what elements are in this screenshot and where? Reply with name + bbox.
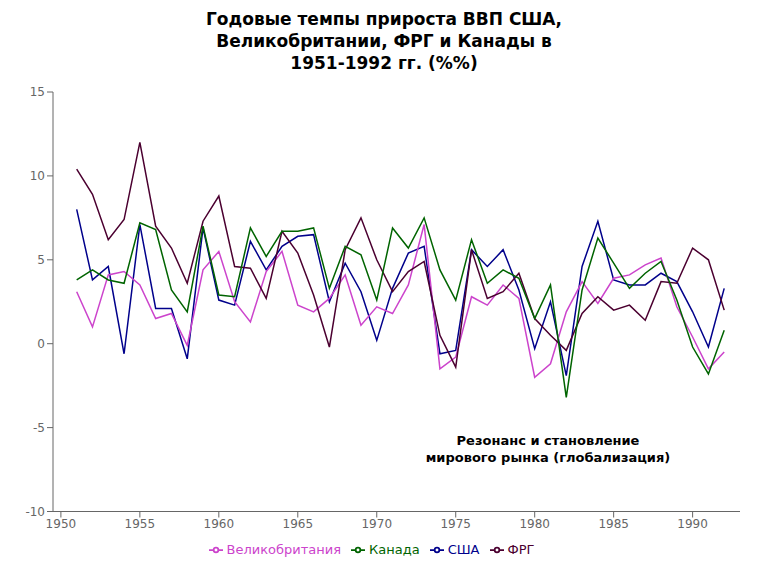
svg-text:1980: 1980 [519,517,550,531]
svg-text:-5: -5 [33,421,45,435]
svg-text:1960: 1960 [204,517,235,531]
svg-text:1955: 1955 [125,517,156,531]
svg-text:-10: -10 [25,505,45,519]
html-text:Годовые темпы прироста ВВП США: Годовые темпы прироста ВВП США, Великобр… [206,9,562,73]
html-text:Великобритания: Великобритания [226,541,341,557]
svg-text:1990: 1990 [677,517,708,531]
html-text:Резонанс и становление мировог: Резонанс и становление мирового рынка (г… [425,433,671,465]
svg-text:10: 10 [30,169,45,183]
svg-text:1975: 1975 [440,517,471,531]
svg-text:0: 0 [37,337,45,351]
html-text:Канада: Канада [369,541,420,557]
svg-text:1985: 1985 [598,517,629,531]
svg-text:1965: 1965 [283,517,314,531]
svg-text:1950: 1950 [46,517,77,531]
svg-text:15: 15 [30,85,45,99]
svg-text:1970: 1970 [361,517,392,531]
html-text:США: США [447,541,480,557]
html-text:ФРГ: ФРГ [507,541,535,557]
svg-text:5: 5 [37,253,45,267]
